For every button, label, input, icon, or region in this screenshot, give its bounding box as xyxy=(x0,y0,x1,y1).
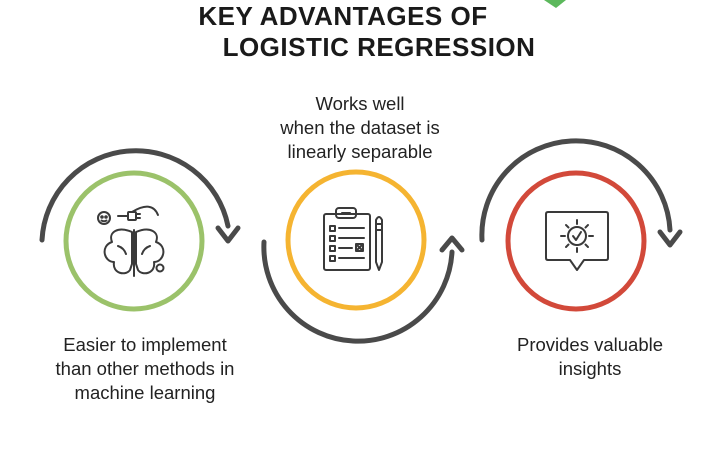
checklist-clipboard-icon xyxy=(323,207,383,271)
caption-1-line-1: Easier to implement xyxy=(63,334,227,355)
caption-2-line-2: when the dataset is xyxy=(280,117,440,138)
caption-2-line-1: Works well xyxy=(315,93,405,114)
advantage-item-3 xyxy=(479,138,683,312)
caption-advantage-1: Easier to implement than other methods i… xyxy=(10,333,280,405)
caption-advantage-2: Works well when the dataset is linearly … xyxy=(230,92,490,164)
arrowhead-2 xyxy=(439,235,465,253)
caption-2-line-3: linearly separable xyxy=(287,141,433,162)
caption-advantage-3: Provides valuable insights xyxy=(470,333,710,381)
title-line-1: KEY ADVANTAGES OF xyxy=(198,1,488,31)
caption-1-line-3: machine learning xyxy=(74,382,216,403)
caption-3-line-2: insights xyxy=(558,358,622,379)
brain-icon xyxy=(97,205,165,277)
idea-bubble-icon xyxy=(545,211,609,271)
title-line-2: LOGISTIC REGRESSION xyxy=(222,32,536,62)
arrowhead-1 xyxy=(215,225,241,244)
arrow-arc-3 xyxy=(479,138,673,243)
arrow-arc-1 xyxy=(39,148,231,243)
caption-1-line-2: than other methods in xyxy=(55,358,235,379)
arrow-arc-2 xyxy=(261,239,455,344)
advantage-item-2 xyxy=(261,169,465,344)
ring-2 xyxy=(285,169,427,311)
caption-3-line-1: Provides valuable xyxy=(516,334,664,355)
ring-3 xyxy=(505,170,647,312)
advantage-item-1 xyxy=(39,148,241,312)
arrowhead-3 xyxy=(657,229,683,248)
green-accent-shape xyxy=(544,0,566,8)
